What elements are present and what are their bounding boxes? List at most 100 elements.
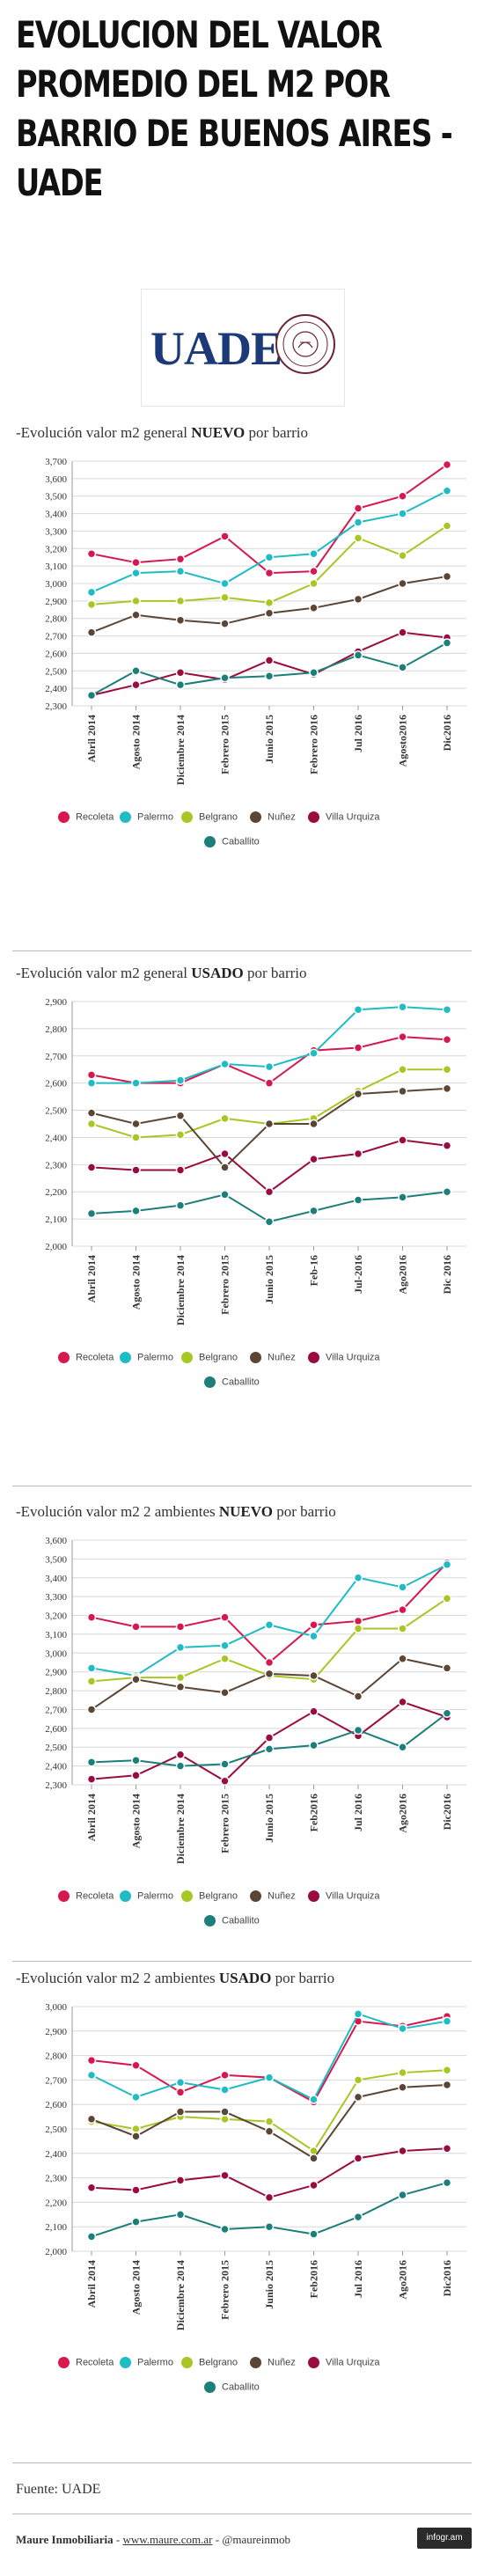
data-point[interactable] <box>175 2210 186 2220</box>
data-point[interactable] <box>220 578 230 589</box>
data-point[interactable] <box>442 1186 452 1197</box>
data-point[interactable] <box>131 2092 141 2103</box>
data-point[interactable] <box>264 608 275 619</box>
data-point[interactable] <box>442 2016 452 2026</box>
data-point[interactable] <box>86 1612 97 1622</box>
data-point[interactable] <box>398 2082 407 2092</box>
data-point[interactable] <box>86 627 97 637</box>
data-point[interactable] <box>131 679 141 690</box>
data-point[interactable] <box>86 1070 97 1080</box>
data-point[interactable] <box>309 1619 319 1630</box>
data-point[interactable] <box>309 1631 319 1641</box>
data-point[interactable] <box>175 1642 186 1653</box>
data-point[interactable] <box>175 596 186 606</box>
data-point[interactable] <box>86 548 97 559</box>
data-point[interactable] <box>309 1206 319 1216</box>
data-point[interactable] <box>398 627 407 637</box>
legend-item[interactable]: Caballito <box>204 2382 260 2393</box>
data-point[interactable] <box>220 2170 230 2181</box>
data-point[interactable] <box>220 2085 230 2095</box>
data-point[interactable] <box>86 1108 97 1118</box>
data-point[interactable] <box>175 2107 186 2117</box>
data-point[interactable] <box>86 2232 97 2242</box>
data-point[interactable] <box>264 2221 275 2232</box>
data-point[interactable] <box>398 509 407 518</box>
legend-item[interactable]: Palermo <box>120 1890 173 1902</box>
data-point[interactable] <box>264 1619 275 1630</box>
data-point[interactable] <box>220 1776 230 1786</box>
data-point[interactable] <box>398 1624 407 1633</box>
data-point[interactable] <box>309 1119 319 1129</box>
legend-item[interactable]: Belgrano <box>181 2357 238 2368</box>
data-point[interactable] <box>175 615 186 625</box>
data-point[interactable] <box>86 1677 97 1686</box>
data-point[interactable] <box>175 679 186 690</box>
data-point[interactable] <box>309 603 319 613</box>
data-point[interactable] <box>442 1708 452 1718</box>
data-point[interactable] <box>175 554 186 564</box>
data-point[interactable] <box>442 521 452 531</box>
data-point[interactable] <box>353 1089 363 1099</box>
legend-item[interactable]: Palermo <box>120 2357 173 2368</box>
data-point[interactable] <box>353 650 363 660</box>
data-point[interactable] <box>264 2192 275 2203</box>
data-point[interactable] <box>131 2217 141 2227</box>
data-point[interactable] <box>220 2224 230 2235</box>
data-point[interactable] <box>353 2092 363 2103</box>
legend-item[interactable]: Belgrano <box>181 811 238 823</box>
legend-item[interactable]: Villa Urquiza <box>308 2357 380 2368</box>
data-point[interactable] <box>353 1149 363 1159</box>
data-point[interactable] <box>353 2075 363 2085</box>
legend-item[interactable]: Villa Urquiza <box>308 811 380 823</box>
data-point[interactable] <box>309 2095 319 2104</box>
data-point[interactable] <box>398 2190 407 2200</box>
twitter-handle[interactable]: @maureinmob <box>222 2533 291 2546</box>
data-point[interactable] <box>131 568 141 578</box>
data-point[interactable] <box>131 666 141 676</box>
legend-item[interactable]: Nuñez <box>250 2357 296 2368</box>
legend-item[interactable]: Nuñez <box>250 811 296 823</box>
data-point[interactable] <box>220 1190 230 1200</box>
legend-item[interactable]: Villa Urquiza <box>308 1352 380 1363</box>
data-point[interactable] <box>309 578 319 589</box>
data-point[interactable] <box>220 1640 230 1651</box>
data-point[interactable] <box>220 1654 230 1663</box>
data-point[interactable] <box>353 1005 363 1015</box>
data-point[interactable] <box>353 2009 363 2019</box>
data-point[interactable] <box>353 503 363 513</box>
data-point[interactable] <box>398 2067 407 2078</box>
data-point[interactable] <box>309 1740 319 1750</box>
data-point[interactable] <box>86 2183 97 2192</box>
data-point[interactable] <box>398 491 407 501</box>
data-point[interactable] <box>398 1697 407 1707</box>
data-point[interactable] <box>264 568 275 578</box>
data-point[interactable] <box>86 1078 97 1088</box>
data-point[interactable] <box>353 1725 363 1736</box>
data-point[interactable] <box>264 552 275 562</box>
data-point[interactable] <box>220 532 230 541</box>
data-point[interactable] <box>442 638 452 648</box>
legend-item[interactable]: Nuñez <box>250 1890 296 1902</box>
data-point[interactable] <box>86 2055 97 2066</box>
data-point[interactable] <box>220 2107 230 2117</box>
data-point[interactable] <box>131 1165 141 1175</box>
data-point[interactable] <box>398 1135 407 1145</box>
data-point[interactable] <box>131 2060 141 2070</box>
data-point[interactable] <box>175 1075 186 1085</box>
legend-item[interactable]: Recoleta <box>58 1890 114 1902</box>
data-point[interactable] <box>175 1672 186 1683</box>
data-point[interactable] <box>398 578 407 589</box>
data-point[interactable] <box>131 1755 141 1765</box>
data-point[interactable] <box>131 1133 141 1142</box>
data-point[interactable] <box>353 2154 363 2163</box>
data-point[interactable] <box>131 1119 141 1129</box>
data-point[interactable] <box>264 656 275 665</box>
data-point[interactable] <box>309 2180 319 2191</box>
legend-item[interactable]: Villa Urquiza <box>308 1890 380 1902</box>
data-point[interactable] <box>442 2066 452 2075</box>
legend-item[interactable]: Recoleta <box>58 1352 114 1363</box>
data-point[interactable] <box>86 587 97 598</box>
data-point[interactable] <box>175 1682 186 1692</box>
data-point[interactable] <box>264 1216 275 1227</box>
data-point[interactable] <box>86 690 97 701</box>
